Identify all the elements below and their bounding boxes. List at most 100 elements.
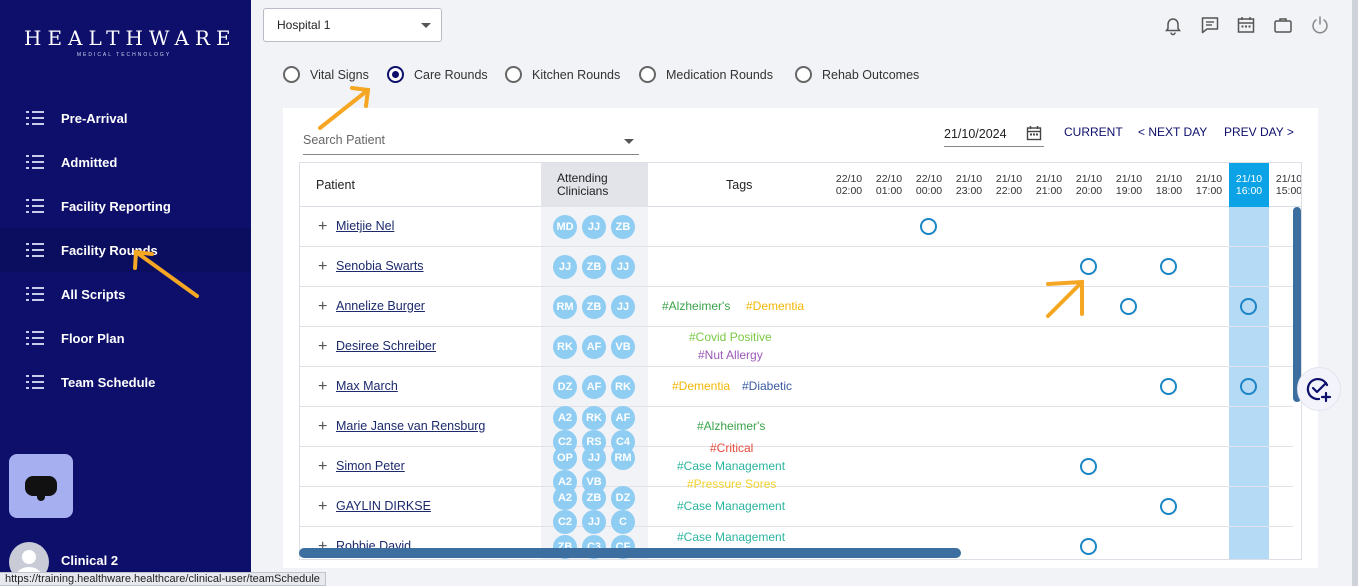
round-slot-circle[interactable] bbox=[1080, 258, 1097, 275]
add-round-button[interactable] bbox=[1297, 367, 1341, 411]
round-slot-circle[interactable] bbox=[1160, 378, 1177, 395]
time-slot-date: 21/10 bbox=[1035, 173, 1063, 185]
round-slot-circle[interactable] bbox=[1080, 458, 1097, 475]
clinician-avatar[interactable]: JJ bbox=[582, 446, 606, 470]
clinician-avatar[interactable]: DZ bbox=[553, 375, 577, 399]
patient-name-link[interactable]: Desiree Schreiber bbox=[336, 339, 437, 353]
radio-care-rounds[interactable]: Care Rounds bbox=[387, 66, 488, 83]
clinician-avatar[interactable]: VB bbox=[611, 335, 635, 359]
round-slot-circle[interactable] bbox=[1160, 498, 1177, 515]
clinician-avatar[interactable]: A2 bbox=[553, 486, 577, 510]
patient-name-link[interactable]: Max March bbox=[336, 379, 398, 393]
radio-kitchen-rounds[interactable]: Kitchen Rounds bbox=[505, 66, 620, 83]
radio-label: Medication Rounds bbox=[666, 67, 774, 82]
message-icon[interactable] bbox=[1200, 15, 1220, 35]
time-slot-header: 21/10 19:00 bbox=[1109, 173, 1149, 197]
round-slot-circle[interactable] bbox=[1160, 258, 1177, 275]
sidebar-item-facility-rounds[interactable]: Facility Rounds bbox=[0, 228, 251, 272]
round-slot-circle[interactable] bbox=[920, 218, 937, 235]
hospital-select[interactable]: Hospital 1 bbox=[263, 8, 442, 42]
clinician-avatar[interactable]: AF bbox=[582, 375, 606, 399]
patient-name-link[interactable]: GAYLIN DIRKSE bbox=[336, 499, 431, 513]
sidebar-item-team-schedule[interactable]: Team Schedule bbox=[0, 360, 251, 404]
calendar-picker-icon[interactable] bbox=[1026, 125, 1042, 141]
clinician-avatar[interactable]: DZ bbox=[611, 486, 635, 510]
clinician-avatar[interactable]: A2 bbox=[553, 406, 577, 430]
radio-label: Rehab Outcomes bbox=[822, 67, 920, 82]
clinician-avatar[interactable]: C bbox=[611, 510, 635, 534]
expand-row-icon[interactable]: + bbox=[318, 218, 328, 235]
expand-row-icon[interactable]: + bbox=[318, 258, 328, 275]
radio-vital-signs[interactable]: Vital Signs bbox=[283, 66, 369, 83]
time-slot-header: 21/10 17:00 bbox=[1189, 173, 1229, 197]
clinician-avatar[interactable]: MD bbox=[553, 215, 577, 239]
list-icon bbox=[26, 243, 44, 257]
clinician-avatar[interactable]: OP bbox=[553, 446, 577, 470]
clinician-avatar[interactable]: ZB bbox=[611, 215, 635, 239]
clinician-avatar[interactable]: JJ bbox=[582, 510, 606, 534]
vertical-scrollbar[interactable] bbox=[1293, 207, 1301, 402]
radio-circle bbox=[795, 66, 812, 83]
clinician-avatar[interactable]: C2 bbox=[553, 510, 577, 534]
clinician-avatar[interactable]: JJ bbox=[611, 255, 635, 279]
clinician-avatar[interactable]: AF bbox=[611, 406, 635, 430]
clinician-avatar[interactable]: ZB bbox=[582, 255, 606, 279]
patient-name-link[interactable]: Annelize Burger bbox=[336, 299, 425, 313]
clinician-avatar[interactable]: ZB bbox=[582, 486, 606, 510]
clinician-avatar[interactable]: RM bbox=[611, 446, 635, 470]
expand-row-icon[interactable]: + bbox=[318, 338, 328, 355]
radio-medication-rounds[interactable]: Medication Rounds bbox=[639, 66, 773, 83]
clinician-avatar[interactable]: RK bbox=[553, 335, 577, 359]
logo[interactable]: HEALTHWARE MEDICAL TECHNOLOGY bbox=[24, 26, 231, 58]
rounds-grid: Patient Attending Clinicians Tags 22/10 0… bbox=[299, 162, 1302, 560]
chat-button[interactable] bbox=[9, 454, 73, 518]
patient-name-link[interactable]: Marie Janse van Rensburg bbox=[336, 419, 486, 433]
patient-name-link[interactable]: Mietjie Nel bbox=[336, 219, 395, 233]
sidebar-item-all-scripts[interactable]: All Scripts bbox=[0, 272, 251, 316]
expand-row-icon[interactable]: + bbox=[318, 298, 328, 315]
clinician-avatar[interactable]: AF bbox=[582, 335, 606, 359]
table-row: + Senobia Swarts JJ ZB JJ bbox=[300, 247, 1293, 287]
expand-row-icon[interactable]: + bbox=[318, 458, 328, 475]
time-slot-time: 19:00 bbox=[1115, 185, 1143, 197]
expand-row-icon[interactable]: + bbox=[318, 538, 328, 555]
search-patient-field[interactable]: Search Patient bbox=[303, 131, 639, 155]
expand-row-icon[interactable]: + bbox=[318, 418, 328, 435]
sidebar-item-pre-arrival[interactable]: Pre-Arrival bbox=[0, 96, 251, 140]
tag-badge: #Alzheimer's bbox=[662, 299, 731, 313]
round-slot-circle[interactable] bbox=[1120, 298, 1137, 315]
date-field[interactable]: 21/10/2024 bbox=[944, 125, 1044, 147]
bell-icon[interactable] bbox=[1163, 16, 1183, 36]
current-button[interactable]: CURRENT bbox=[1064, 125, 1123, 139]
briefcase-icon[interactable] bbox=[1273, 15, 1293, 35]
list-icon bbox=[26, 199, 44, 213]
clinician-avatar[interactable]: RK bbox=[582, 406, 606, 430]
clinician-avatar[interactable]: RM bbox=[553, 295, 577, 319]
clinician-avatar[interactable]: ZB bbox=[582, 295, 606, 319]
sidebar-item-facility-reporting[interactable]: Facility Reporting bbox=[0, 184, 251, 228]
sidebar-item-label: All Scripts bbox=[61, 286, 126, 302]
power-icon[interactable] bbox=[1310, 15, 1330, 35]
time-slot-header: 22/10 00:00 bbox=[909, 173, 949, 197]
clinician-avatar[interactable]: JJ bbox=[553, 255, 577, 279]
calendar-icon[interactable] bbox=[1236, 15, 1256, 35]
next-day-button[interactable]: < NEXT DAY bbox=[1138, 125, 1208, 139]
sidebar-item-floor-plan[interactable]: Floor Plan bbox=[0, 316, 251, 360]
table-row: + Annelize Burger RM ZB JJ #Alzheimer's #Demen… bbox=[300, 287, 1293, 327]
expand-row-icon[interactable]: + bbox=[318, 498, 328, 515]
patient-name-link[interactable]: Simon Peter bbox=[336, 459, 405, 473]
prev-day-button[interactable]: PREV DAY > bbox=[1224, 125, 1294, 139]
expand-row-icon[interactable]: + bbox=[318, 378, 328, 395]
round-slot-circle[interactable] bbox=[1240, 378, 1257, 395]
horizontal-scrollbar[interactable] bbox=[299, 548, 961, 558]
patient-column-header[interactable]: Patient bbox=[316, 178, 355, 192]
clinician-avatar[interactable]: JJ bbox=[582, 215, 606, 239]
clinician-avatar[interactable]: JJ bbox=[611, 295, 635, 319]
sidebar-item-admitted[interactable]: Admitted bbox=[0, 140, 251, 184]
round-slot-circle[interactable] bbox=[1240, 298, 1257, 315]
round-slot-circle[interactable] bbox=[1080, 538, 1097, 555]
patient-name-link[interactable]: Senobia Swarts bbox=[336, 259, 424, 273]
time-slot-header: 21/10 20:00 bbox=[1069, 173, 1109, 197]
radio-rehab-outcomes[interactable]: Rehab Outcomes bbox=[795, 66, 919, 83]
clinician-avatar[interactable]: RK bbox=[611, 375, 635, 399]
